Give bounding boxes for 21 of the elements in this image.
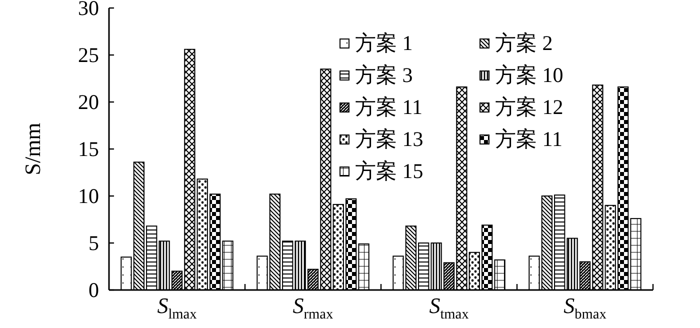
x-tick-label: S$_{bmax}$	[564, 293, 606, 322]
legend-label: 方案 11	[495, 127, 562, 151]
legend-label: 方案 13	[355, 127, 424, 151]
y-tick-label: 30	[78, 0, 99, 20]
y-tick-label: 25	[78, 43, 99, 67]
y-tick-label: 10	[78, 184, 99, 208]
y-tick-label: 5	[88, 231, 99, 255]
legend-label: 方案 3	[355, 63, 413, 87]
legend-label: 方案 2	[495, 31, 553, 55]
legend-label: 方案 1	[355, 31, 413, 55]
x-tick-label: S$_{rmax}$	[292, 293, 334, 322]
x-tick-label: S$_{tmax}$	[429, 293, 469, 322]
x-tick-label: S$_{lmax}$	[157, 293, 197, 322]
legend-label: 方案 11	[355, 95, 422, 119]
y-tick-label: 15	[78, 137, 99, 161]
legend-label: 方案 15	[355, 159, 424, 183]
legend-label: 方案 12	[495, 95, 564, 119]
legend-label: 方案 10	[495, 63, 564, 87]
y-axis-title: S/mm	[20, 122, 45, 176]
y-tick-label: 20	[78, 90, 99, 114]
y-tick-label: 0	[88, 278, 99, 302]
